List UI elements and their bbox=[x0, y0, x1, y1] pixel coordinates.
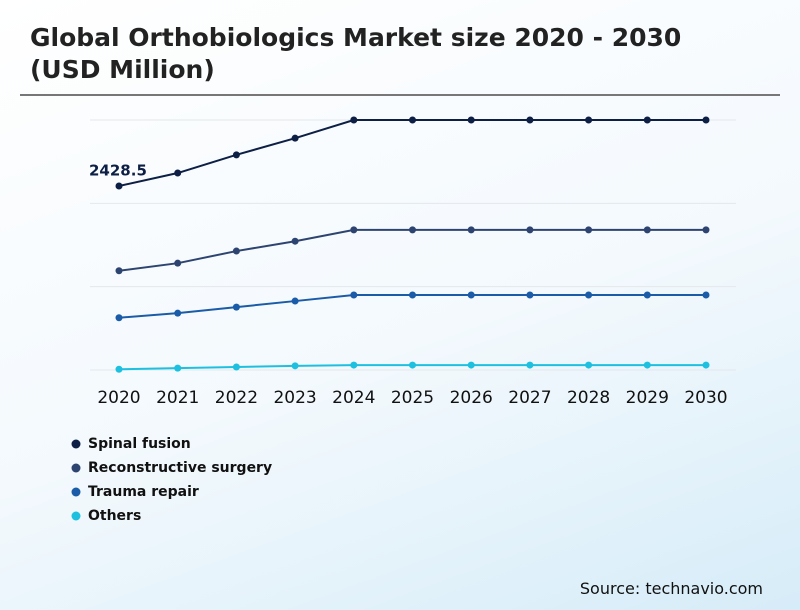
series-line bbox=[118, 119, 706, 187]
data-point bbox=[643, 116, 651, 124]
data-point bbox=[585, 116, 593, 124]
x-tick-label: 2022 bbox=[215, 388, 258, 408]
x-tick-label: 2021 bbox=[156, 388, 199, 408]
data-point bbox=[467, 361, 475, 369]
data-point bbox=[643, 291, 651, 299]
data-point bbox=[526, 226, 534, 234]
x-tick-label: 2023 bbox=[273, 388, 316, 408]
data-point bbox=[526, 361, 534, 369]
data-point bbox=[585, 226, 593, 234]
data-label: 2428.5 bbox=[89, 162, 147, 180]
x-tick-label: 2028 bbox=[567, 388, 610, 408]
data-point bbox=[291, 134, 299, 142]
legend-marker bbox=[71, 487, 81, 497]
data-point bbox=[702, 226, 710, 234]
data-point bbox=[174, 259, 182, 267]
data-point bbox=[115, 267, 123, 275]
data-point bbox=[409, 226, 416, 234]
data-point bbox=[291, 362, 299, 370]
data-point bbox=[643, 361, 651, 369]
data-point bbox=[467, 116, 475, 124]
legend-label: Trauma repair bbox=[88, 484, 199, 500]
data-point bbox=[232, 247, 240, 255]
data-point bbox=[350, 226, 358, 234]
legend-marker bbox=[71, 463, 81, 473]
data-point bbox=[702, 361, 710, 369]
data-point bbox=[232, 363, 240, 371]
data-point bbox=[585, 291, 593, 299]
data-point bbox=[467, 226, 475, 234]
title-rule bbox=[20, 94, 780, 96]
chart-title: Global Orthobiologics Market size 2020 -… bbox=[30, 23, 682, 84]
data-point bbox=[291, 297, 299, 305]
x-tick-label: 2029 bbox=[626, 388, 669, 408]
data-point bbox=[409, 116, 416, 124]
data-point bbox=[409, 361, 416, 369]
legend-marker bbox=[71, 439, 81, 449]
data-point bbox=[174, 364, 182, 372]
data-point bbox=[350, 116, 358, 124]
data-point bbox=[702, 116, 710, 124]
data-point bbox=[115, 182, 123, 190]
data-point bbox=[526, 116, 534, 124]
data-point bbox=[350, 361, 358, 369]
source: Source: technavio.com bbox=[579, 579, 763, 598]
data-point bbox=[174, 309, 182, 317]
x-tick-label: 2027 bbox=[508, 388, 551, 408]
data-point bbox=[232, 151, 240, 159]
x-tick-label: 2026 bbox=[450, 388, 493, 408]
x-tick-label: 2024 bbox=[332, 388, 375, 408]
legend-label: Spinal fusion bbox=[88, 436, 191, 452]
data-point bbox=[585, 361, 593, 369]
data-point bbox=[467, 291, 475, 299]
data-point bbox=[291, 237, 299, 245]
data-point bbox=[526, 291, 534, 299]
data-point bbox=[115, 365, 123, 373]
x-tick-label: 2020 bbox=[97, 388, 140, 408]
data-point bbox=[115, 314, 123, 322]
legend-label: Others bbox=[88, 508, 141, 524]
data-point bbox=[232, 303, 240, 311]
legend-label: Reconstructive surgery bbox=[88, 460, 272, 476]
data-point bbox=[174, 169, 182, 177]
data-point bbox=[350, 291, 358, 299]
data-point bbox=[702, 291, 710, 299]
data-point bbox=[409, 291, 416, 299]
series-line bbox=[118, 228, 706, 272]
x-tick-label: 2025 bbox=[391, 388, 434, 408]
data-point bbox=[643, 226, 651, 234]
x-tick-label: 2030 bbox=[684, 388, 727, 408]
legend-marker bbox=[71, 511, 81, 521]
